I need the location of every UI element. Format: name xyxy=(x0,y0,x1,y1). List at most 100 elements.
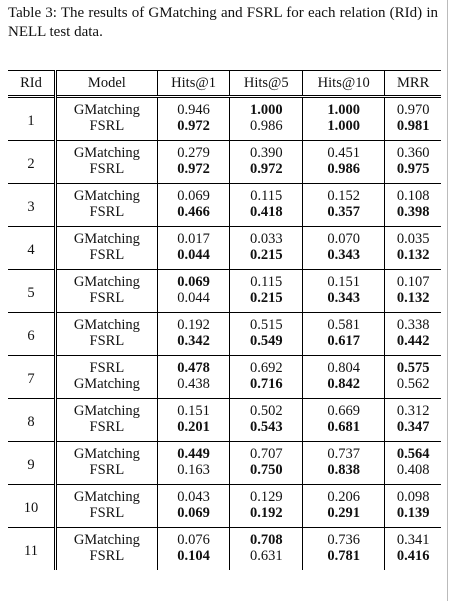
table-row: 6 GMatching 0.192 0.515 0.581 0.338 xyxy=(8,312,441,356)
value-cell: 0.737 xyxy=(302,441,386,462)
value: 0.151 xyxy=(177,403,210,419)
model-cell: GMatching xyxy=(55,226,158,247)
value-cell: 1.000 xyxy=(302,118,386,141)
value: 0.451 xyxy=(327,145,360,161)
value-cell: 0.707 xyxy=(229,441,304,462)
value-cell: 0.163 xyxy=(157,462,231,485)
results-table: RId Model Hits@1 Hits@5 Hits@10 MRR 1 GMatchin… xyxy=(8,70,441,570)
table-row: FSRL 0.201 0.543 0.681 0.347 xyxy=(8,419,441,442)
column-header: Hits@5 xyxy=(229,70,304,97)
value-cell: 0.338 xyxy=(385,313,441,333)
value-cell: 0.033 xyxy=(229,226,304,247)
value-cell: 0.442 xyxy=(385,333,441,356)
model-cell: FSRL xyxy=(55,419,158,442)
value: 0.804 xyxy=(327,360,360,376)
best-value: 0.215 xyxy=(249,247,283,263)
value-cell: 0.466 xyxy=(157,204,231,227)
table-row: FSRL 0.466 0.418 0.357 0.398 xyxy=(8,204,441,227)
model-cell: GMatching xyxy=(55,269,158,290)
value-cell: 0.515 xyxy=(229,312,304,333)
value: 0.986 xyxy=(249,118,283,134)
value: 0.017 xyxy=(177,231,210,247)
best-value: 0.708 xyxy=(249,532,283,548)
value-cell: 0.108 xyxy=(385,184,441,204)
value: 0.033 xyxy=(249,231,283,247)
rid-cell: 9 xyxy=(8,441,57,485)
table-head: RId Model Hits@1 Hits@5 Hits@10 MRR xyxy=(8,70,441,97)
value-cell: 0.708 xyxy=(229,527,304,548)
column-header: Hits@10 xyxy=(302,70,386,97)
best-value: 0.069 xyxy=(177,274,210,290)
value: 0.515 xyxy=(249,317,283,333)
value: 0.151 xyxy=(327,274,360,290)
value-cell: 0.781 xyxy=(302,548,386,570)
value-cell: 0.129 xyxy=(229,484,304,505)
header-row: RId Model Hits@1 Hits@5 Hits@10 MRR xyxy=(8,70,441,97)
value: 0.108 xyxy=(396,188,430,204)
table-row: FSRL 0.069 0.192 0.291 0.139 xyxy=(8,505,441,528)
value-cell: 0.017 xyxy=(157,226,231,247)
table-row: 11 GMatching 0.076 0.708 0.736 0.341 xyxy=(8,527,441,570)
model-cell: GMatching xyxy=(55,96,158,118)
value-cell: 0.692 xyxy=(229,355,304,376)
value: 0.341 xyxy=(396,532,430,548)
value-cell: 0.132 xyxy=(385,247,441,270)
value: 0.043 xyxy=(177,489,210,505)
value: 0.970 xyxy=(396,102,430,118)
value-cell: 0.972 xyxy=(229,161,304,184)
table-row: FSRL 0.044 0.215 0.343 0.132 xyxy=(8,247,441,270)
value-cell: 1.000 xyxy=(229,96,304,118)
rid-cell: 2 xyxy=(8,140,57,184)
column-header: Hits@1 xyxy=(157,70,231,97)
value: 0.115 xyxy=(250,188,283,204)
model-cell: FSRL xyxy=(55,161,158,184)
value-cell: 0.502 xyxy=(229,398,304,419)
best-value: 0.192 xyxy=(249,505,283,521)
value-cell: 0.975 xyxy=(385,161,441,184)
rid-cell: 3 xyxy=(8,183,57,227)
value-cell: 0.152 xyxy=(302,183,386,204)
table-row: FSRL 0.163 0.750 0.838 0.408 xyxy=(8,462,441,485)
model-cell: FSRL xyxy=(55,247,158,270)
model-cell: GMatching xyxy=(55,484,158,505)
value-cell: 0.669 xyxy=(302,398,386,419)
value-cell: 0.736 xyxy=(302,527,386,548)
value-cell: 0.543 xyxy=(229,419,304,442)
value-cell: 0.549 xyxy=(229,333,304,356)
value-cell: 0.972 xyxy=(157,118,231,141)
value: 0.076 xyxy=(177,532,210,548)
value-cell: 1.000 xyxy=(302,96,386,118)
best-value: 0.215 xyxy=(249,290,283,306)
best-value: 0.716 xyxy=(249,376,283,392)
value-cell: 0.986 xyxy=(229,118,304,141)
value-cell: 0.416 xyxy=(385,548,441,570)
value-cell: 0.343 xyxy=(302,247,386,270)
value-cell: 0.750 xyxy=(229,462,304,485)
value-cell: 0.044 xyxy=(157,247,231,270)
best-value: 0.972 xyxy=(177,118,210,134)
table-row: 4 GMatching 0.017 0.033 0.070 0.035 xyxy=(8,226,441,270)
best-value: 0.478 xyxy=(177,360,210,376)
best-value: 0.449 xyxy=(177,446,210,462)
value-cell: 0.617 xyxy=(302,333,386,356)
value-cell: 0.357 xyxy=(302,204,386,227)
best-value: 0.975 xyxy=(396,161,430,177)
table-row: 10 GMatching 0.043 0.129 0.206 0.098 xyxy=(8,484,441,528)
best-value: 0.681 xyxy=(327,419,360,435)
table-row: GMatching 0.438 0.716 0.842 0.562 xyxy=(8,376,441,399)
value-cell: 0.069 xyxy=(157,183,231,204)
value-cell: 0.201 xyxy=(157,419,231,442)
best-value: 0.132 xyxy=(396,247,430,263)
value-cell: 0.312 xyxy=(385,399,441,419)
best-value: 0.564 xyxy=(396,446,430,462)
best-value: 0.104 xyxy=(177,548,210,564)
value-cell: 0.279 xyxy=(157,140,231,161)
value-cell: 0.115 xyxy=(229,269,304,290)
value: 0.098 xyxy=(396,489,430,505)
value-cell: 0.838 xyxy=(302,462,386,485)
value: 0.707 xyxy=(249,446,283,462)
model-cell: FSRL xyxy=(55,333,158,356)
value-cell: 0.215 xyxy=(229,290,304,313)
value-cell: 0.151 xyxy=(157,398,231,419)
best-value: 0.781 xyxy=(327,548,360,564)
